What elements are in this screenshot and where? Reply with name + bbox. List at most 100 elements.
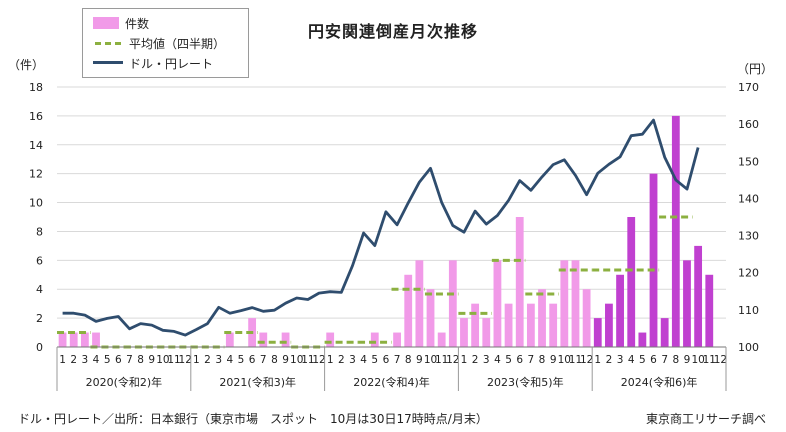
month-tick-label: 7 — [394, 354, 401, 366]
exchange-rate-line — [62, 118, 700, 337]
right-axis-unit: （円） — [737, 62, 774, 76]
month-tick-label: 9 — [282, 354, 289, 366]
bar — [493, 260, 502, 347]
legend-swatch-average — [93, 36, 123, 50]
month-tick-label: 1 — [594, 354, 601, 366]
left-tick-label: 10 — [29, 197, 43, 210]
month-tick-label: 12 — [446, 354, 459, 366]
bar — [671, 115, 680, 347]
bar — [482, 318, 491, 347]
month-tick-label: 9 — [550, 354, 557, 366]
left-tick-label: 14 — [29, 139, 43, 152]
bar — [404, 274, 413, 347]
right-tick-label: 120 — [738, 267, 759, 280]
year-label: 2023(令和5)年 — [487, 375, 564, 389]
bar — [80, 332, 89, 347]
bar — [281, 332, 290, 347]
month-tick-label: 6 — [650, 354, 657, 366]
right-tick-label: 100 — [738, 341, 759, 354]
month-tick-label: 1 — [327, 354, 334, 366]
month-tick-label: 7 — [260, 354, 267, 366]
bar — [393, 332, 401, 347]
month-tick-label: 9 — [416, 354, 423, 366]
left-tick-label: 8 — [36, 225, 43, 238]
month-tick-label: 6 — [249, 354, 256, 366]
month-tick-label: 10 — [558, 354, 571, 366]
month-tick-label: 2 — [606, 354, 613, 366]
left-tick-label: 6 — [36, 254, 43, 267]
bar — [593, 318, 602, 347]
bar — [694, 245, 703, 347]
left-tick-label: 4 — [36, 283, 43, 296]
left-tick-label: 0 — [36, 341, 43, 354]
legend-label-line: ドル・円レート — [129, 56, 214, 71]
right-tick-label: 130 — [738, 230, 759, 243]
bar — [560, 260, 569, 347]
month-tick-label: 3 — [82, 354, 89, 366]
bar — [92, 332, 100, 347]
month-tick-label: 3 — [215, 354, 222, 366]
month-tick-label: 12 — [312, 354, 325, 366]
bar — [571, 260, 580, 347]
chart-title: 円安関連倒産月次推移 — [307, 22, 478, 41]
month-tick-label: 6 — [383, 354, 390, 366]
month-tick-label: 4 — [628, 354, 635, 366]
bar — [705, 274, 714, 347]
month-tick-label: 12 — [179, 354, 192, 366]
month-tick-label: 11 — [569, 354, 582, 366]
legend-label-bar: 件数 — [125, 16, 150, 31]
bar — [437, 332, 446, 347]
bar — [605, 303, 613, 347]
left-axis-unit: （件） — [8, 58, 45, 72]
month-tick-label: 10 — [691, 354, 704, 366]
bar — [660, 318, 669, 347]
month-tick-label: 9 — [148, 354, 155, 366]
bar — [616, 274, 624, 347]
month-tick-label: 8 — [672, 354, 679, 366]
month-tick-label: 9 — [684, 354, 691, 366]
left-tick-label: 2 — [36, 312, 43, 325]
month-tick-label: 10 — [156, 354, 169, 366]
month-tick-label: 5 — [639, 354, 646, 366]
year-label: 2022(令和4)年 — [353, 375, 430, 389]
month-tick-label: 3 — [349, 354, 356, 366]
chart-legend: 件数 平均値（四半期） ドル・円レート — [82, 8, 249, 78]
source-note: ドル・円レート／出所：日本銀行（東京市場 スポット 10月は30日17時時点/月… — [18, 412, 488, 426]
month-tick-label: 10 — [290, 354, 303, 366]
month-tick-label: 2 — [204, 354, 211, 366]
month-tick-label: 5 — [104, 354, 111, 366]
bar — [538, 289, 546, 347]
right-tick-label: 140 — [738, 192, 759, 205]
bar — [448, 260, 457, 347]
year-label: 2021(令和3)年 — [219, 375, 296, 389]
month-tick-label: 4 — [494, 354, 501, 366]
month-tick-label: 8 — [137, 354, 144, 366]
right-tick-label: 110 — [738, 304, 759, 317]
bar — [504, 303, 513, 347]
bar — [426, 289, 435, 347]
month-tick-label: 5 — [505, 354, 512, 366]
bar — [259, 332, 268, 347]
month-tick-label: 12 — [714, 354, 727, 366]
legend-item-average: 平均値（四半期） — [93, 33, 225, 53]
month-tick-label: 11 — [167, 354, 180, 366]
bar — [515, 217, 524, 347]
month-tick-label: 1 — [59, 354, 66, 366]
month-tick-label: 1 — [193, 354, 200, 366]
bar — [526, 303, 535, 347]
month-tick-label: 10 — [424, 354, 437, 366]
bar — [58, 332, 67, 347]
legend-swatch-line — [93, 56, 123, 70]
month-tick-label: 12 — [580, 354, 593, 366]
bar — [582, 289, 591, 347]
right-tick-label: 160 — [738, 118, 759, 131]
month-tick-label: 8 — [271, 354, 278, 366]
month-tick-label: 7 — [126, 354, 133, 366]
left-tick-label: 18 — [29, 81, 43, 94]
bar — [638, 332, 647, 347]
bar — [225, 332, 234, 347]
legend-item-line: ドル・円レート — [93, 53, 213, 73]
month-tick-label: 2 — [338, 354, 345, 366]
credit-note: 東京商工リサーチ調べ — [645, 412, 766, 426]
month-tick-label: 7 — [528, 354, 535, 366]
